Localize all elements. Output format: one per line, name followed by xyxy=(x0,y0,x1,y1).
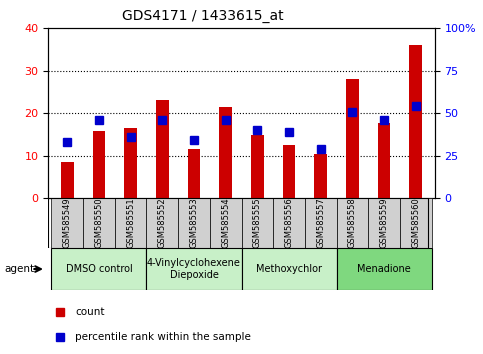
Bar xyxy=(242,198,273,248)
Bar xyxy=(242,248,337,290)
Bar xyxy=(188,149,200,198)
Bar xyxy=(410,45,422,198)
Text: GSM585550: GSM585550 xyxy=(95,198,103,249)
Bar xyxy=(346,79,359,198)
Bar xyxy=(52,248,146,290)
Text: GSM585554: GSM585554 xyxy=(221,198,230,249)
Bar xyxy=(210,198,242,248)
Bar xyxy=(219,107,232,198)
Text: GSM585556: GSM585556 xyxy=(284,198,294,249)
Text: GSM585560: GSM585560 xyxy=(411,198,420,249)
Text: Methoxychlor: Methoxychlor xyxy=(256,264,322,274)
Bar xyxy=(61,162,73,198)
Bar xyxy=(146,248,242,290)
Text: GSM585551: GSM585551 xyxy=(126,198,135,249)
Bar xyxy=(283,145,295,198)
Text: DMSO control: DMSO control xyxy=(66,264,132,274)
Bar xyxy=(368,198,400,248)
Bar xyxy=(93,131,105,198)
Text: count: count xyxy=(75,307,105,317)
Text: GDS4171 / 1433615_at: GDS4171 / 1433615_at xyxy=(122,9,284,23)
Bar xyxy=(378,122,390,198)
Text: GSM585558: GSM585558 xyxy=(348,198,357,249)
Bar xyxy=(115,198,146,248)
Bar xyxy=(337,198,368,248)
Text: GSM585553: GSM585553 xyxy=(189,198,199,249)
Bar xyxy=(83,198,115,248)
Text: GSM585555: GSM585555 xyxy=(253,198,262,249)
Bar xyxy=(305,198,337,248)
Bar xyxy=(124,128,137,198)
Bar xyxy=(400,198,431,248)
Bar xyxy=(273,198,305,248)
Bar xyxy=(314,154,327,198)
Bar xyxy=(52,198,83,248)
Text: GSM585549: GSM585549 xyxy=(63,198,72,249)
Bar xyxy=(178,198,210,248)
Bar xyxy=(251,135,264,198)
Bar xyxy=(146,198,178,248)
Text: 4-Vinylcyclohexene
Diepoxide: 4-Vinylcyclohexene Diepoxide xyxy=(147,258,241,280)
Text: agent: agent xyxy=(5,264,35,274)
Bar xyxy=(337,248,431,290)
Bar xyxy=(156,100,169,198)
Text: Menadione: Menadione xyxy=(357,264,411,274)
Text: GSM585552: GSM585552 xyxy=(158,198,167,249)
Text: percentile rank within the sample: percentile rank within the sample xyxy=(75,332,251,342)
Text: GSM585557: GSM585557 xyxy=(316,198,325,249)
Text: GSM585559: GSM585559 xyxy=(380,198,388,249)
